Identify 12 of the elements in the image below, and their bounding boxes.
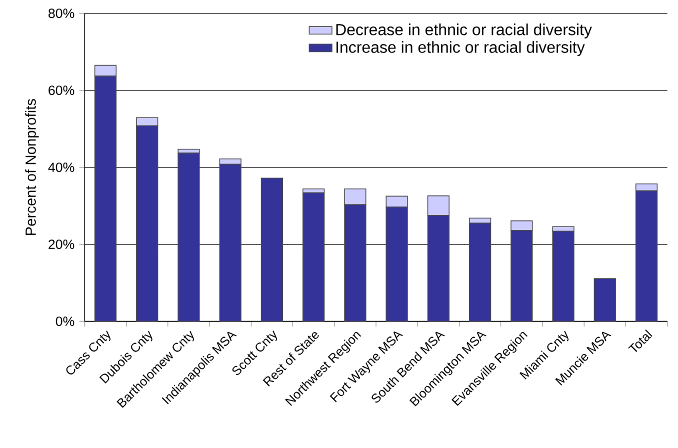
y-axis-title: Percent of Nonprofits [25, 99, 39, 235]
legend-label: Decrease in ethnic or racial diversity [336, 24, 592, 38]
bar [594, 278, 616, 322]
legend-label: Increase in ethnic or racial diversity [336, 41, 585, 56]
y-tick-label: 40% [48, 162, 74, 172]
bar [260, 178, 284, 322]
y-tick-label: 0% [56, 316, 74, 326]
y-tick-label: 60% [48, 86, 74, 96]
y-tick-label: 20% [48, 240, 74, 250]
bar [302, 192, 325, 322]
bar [178, 152, 200, 322]
y-tick-label: 80% [48, 8, 74, 18]
